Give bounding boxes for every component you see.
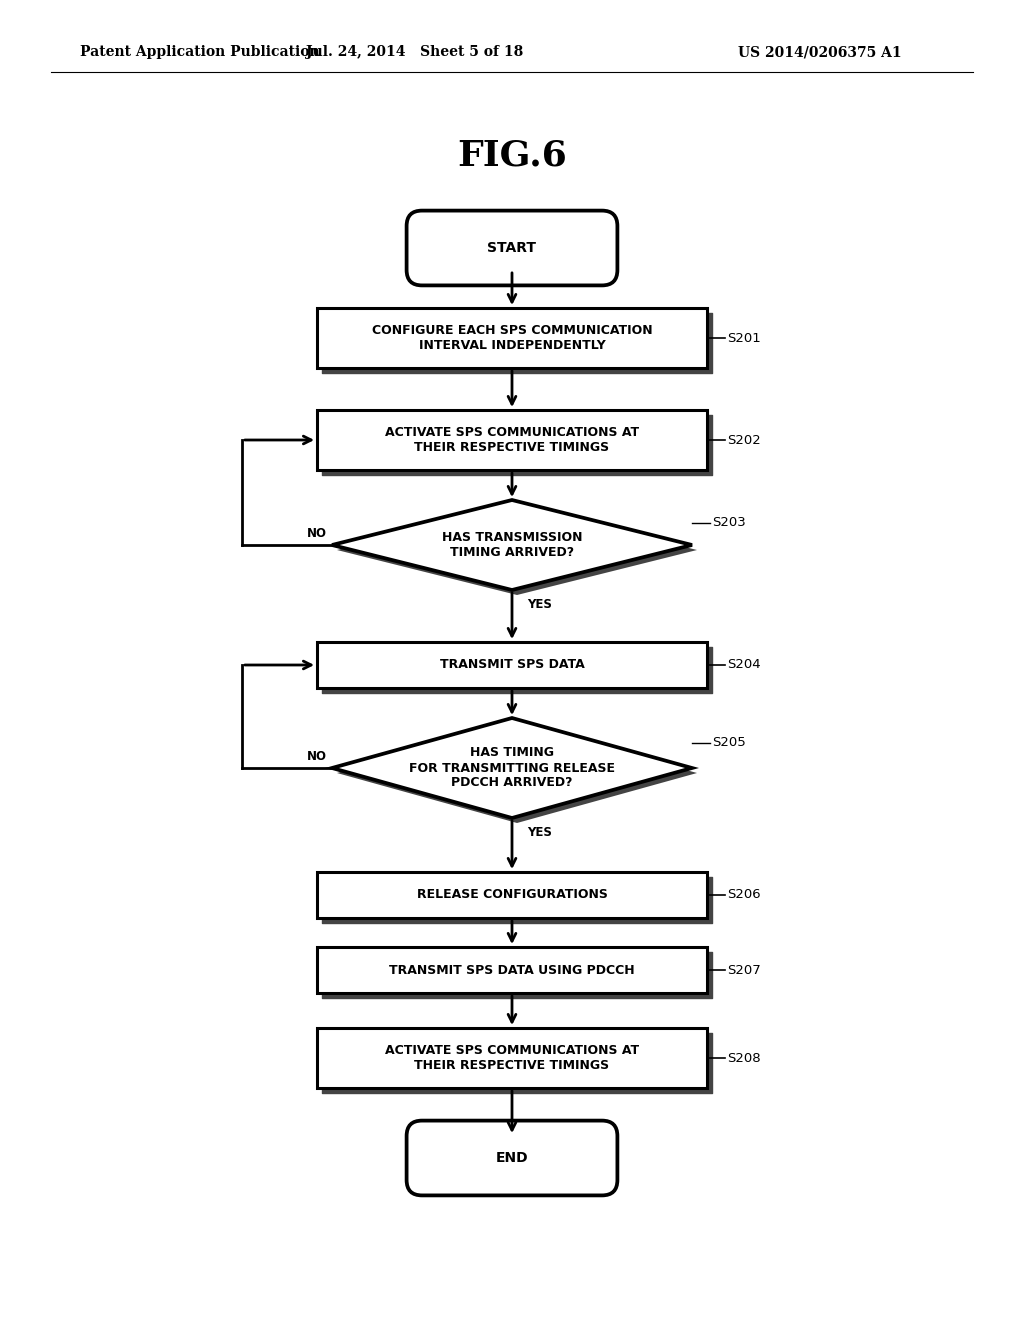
Polygon shape (337, 506, 697, 595)
Text: S208: S208 (727, 1052, 761, 1064)
Text: RELEASE CONFIGURATIONS: RELEASE CONFIGURATIONS (417, 888, 607, 902)
Text: S202: S202 (727, 433, 761, 446)
Text: ACTIVATE SPS COMMUNICATIONS AT
THEIR RESPECTIVE TIMINGS: ACTIVATE SPS COMMUNICATIONS AT THEIR RES… (385, 426, 639, 454)
Bar (317, 411, 707, 470)
Polygon shape (332, 718, 692, 818)
Text: TRANSMIT SPS DATA USING PDCCH: TRANSMIT SPS DATA USING PDCCH (389, 964, 635, 977)
Text: START: START (487, 242, 537, 255)
Bar (317, 1028, 707, 1088)
Text: S206: S206 (727, 888, 761, 902)
Text: HAS TRANSMISSION
TIMING ARRIVED?: HAS TRANSMISSION TIMING ARRIVED? (441, 531, 583, 558)
Text: END: END (496, 1151, 528, 1166)
Bar (317, 642, 707, 688)
Text: S205: S205 (712, 737, 745, 750)
Text: CONFIGURE EACH SPS COMMUNICATION
INTERVAL INDEPENDENTLY: CONFIGURE EACH SPS COMMUNICATION INTERVA… (372, 323, 652, 352)
Text: S207: S207 (727, 964, 761, 977)
Polygon shape (332, 500, 692, 590)
Polygon shape (337, 723, 697, 822)
Text: Jul. 24, 2014   Sheet 5 of 18: Jul. 24, 2014 Sheet 5 of 18 (306, 45, 523, 59)
Text: YES: YES (527, 826, 552, 840)
Text: S203: S203 (712, 516, 745, 529)
Text: ACTIVATE SPS COMMUNICATIONS AT
THEIR RESPECTIVE TIMINGS: ACTIVATE SPS COMMUNICATIONS AT THEIR RES… (385, 1044, 639, 1072)
Text: NO: NO (307, 750, 327, 763)
Text: FIG.6: FIG.6 (457, 139, 567, 172)
Text: S201: S201 (727, 331, 761, 345)
Text: HAS TIMING
FOR TRANSMITTING RELEASE
PDCCH ARRIVED?: HAS TIMING FOR TRANSMITTING RELEASE PDCC… (409, 747, 615, 789)
Text: Patent Application Publication: Patent Application Publication (80, 45, 319, 59)
FancyBboxPatch shape (427, 1140, 607, 1185)
Bar (317, 873, 707, 917)
Bar (317, 946, 707, 993)
Text: NO: NO (307, 527, 327, 540)
Text: S204: S204 (727, 659, 761, 672)
FancyBboxPatch shape (427, 231, 607, 275)
Bar (317, 308, 707, 368)
Text: YES: YES (527, 598, 552, 611)
FancyBboxPatch shape (407, 211, 617, 285)
Text: TRANSMIT SPS DATA: TRANSMIT SPS DATA (439, 659, 585, 672)
Text: US 2014/0206375 A1: US 2014/0206375 A1 (738, 45, 902, 59)
FancyBboxPatch shape (407, 1121, 617, 1196)
